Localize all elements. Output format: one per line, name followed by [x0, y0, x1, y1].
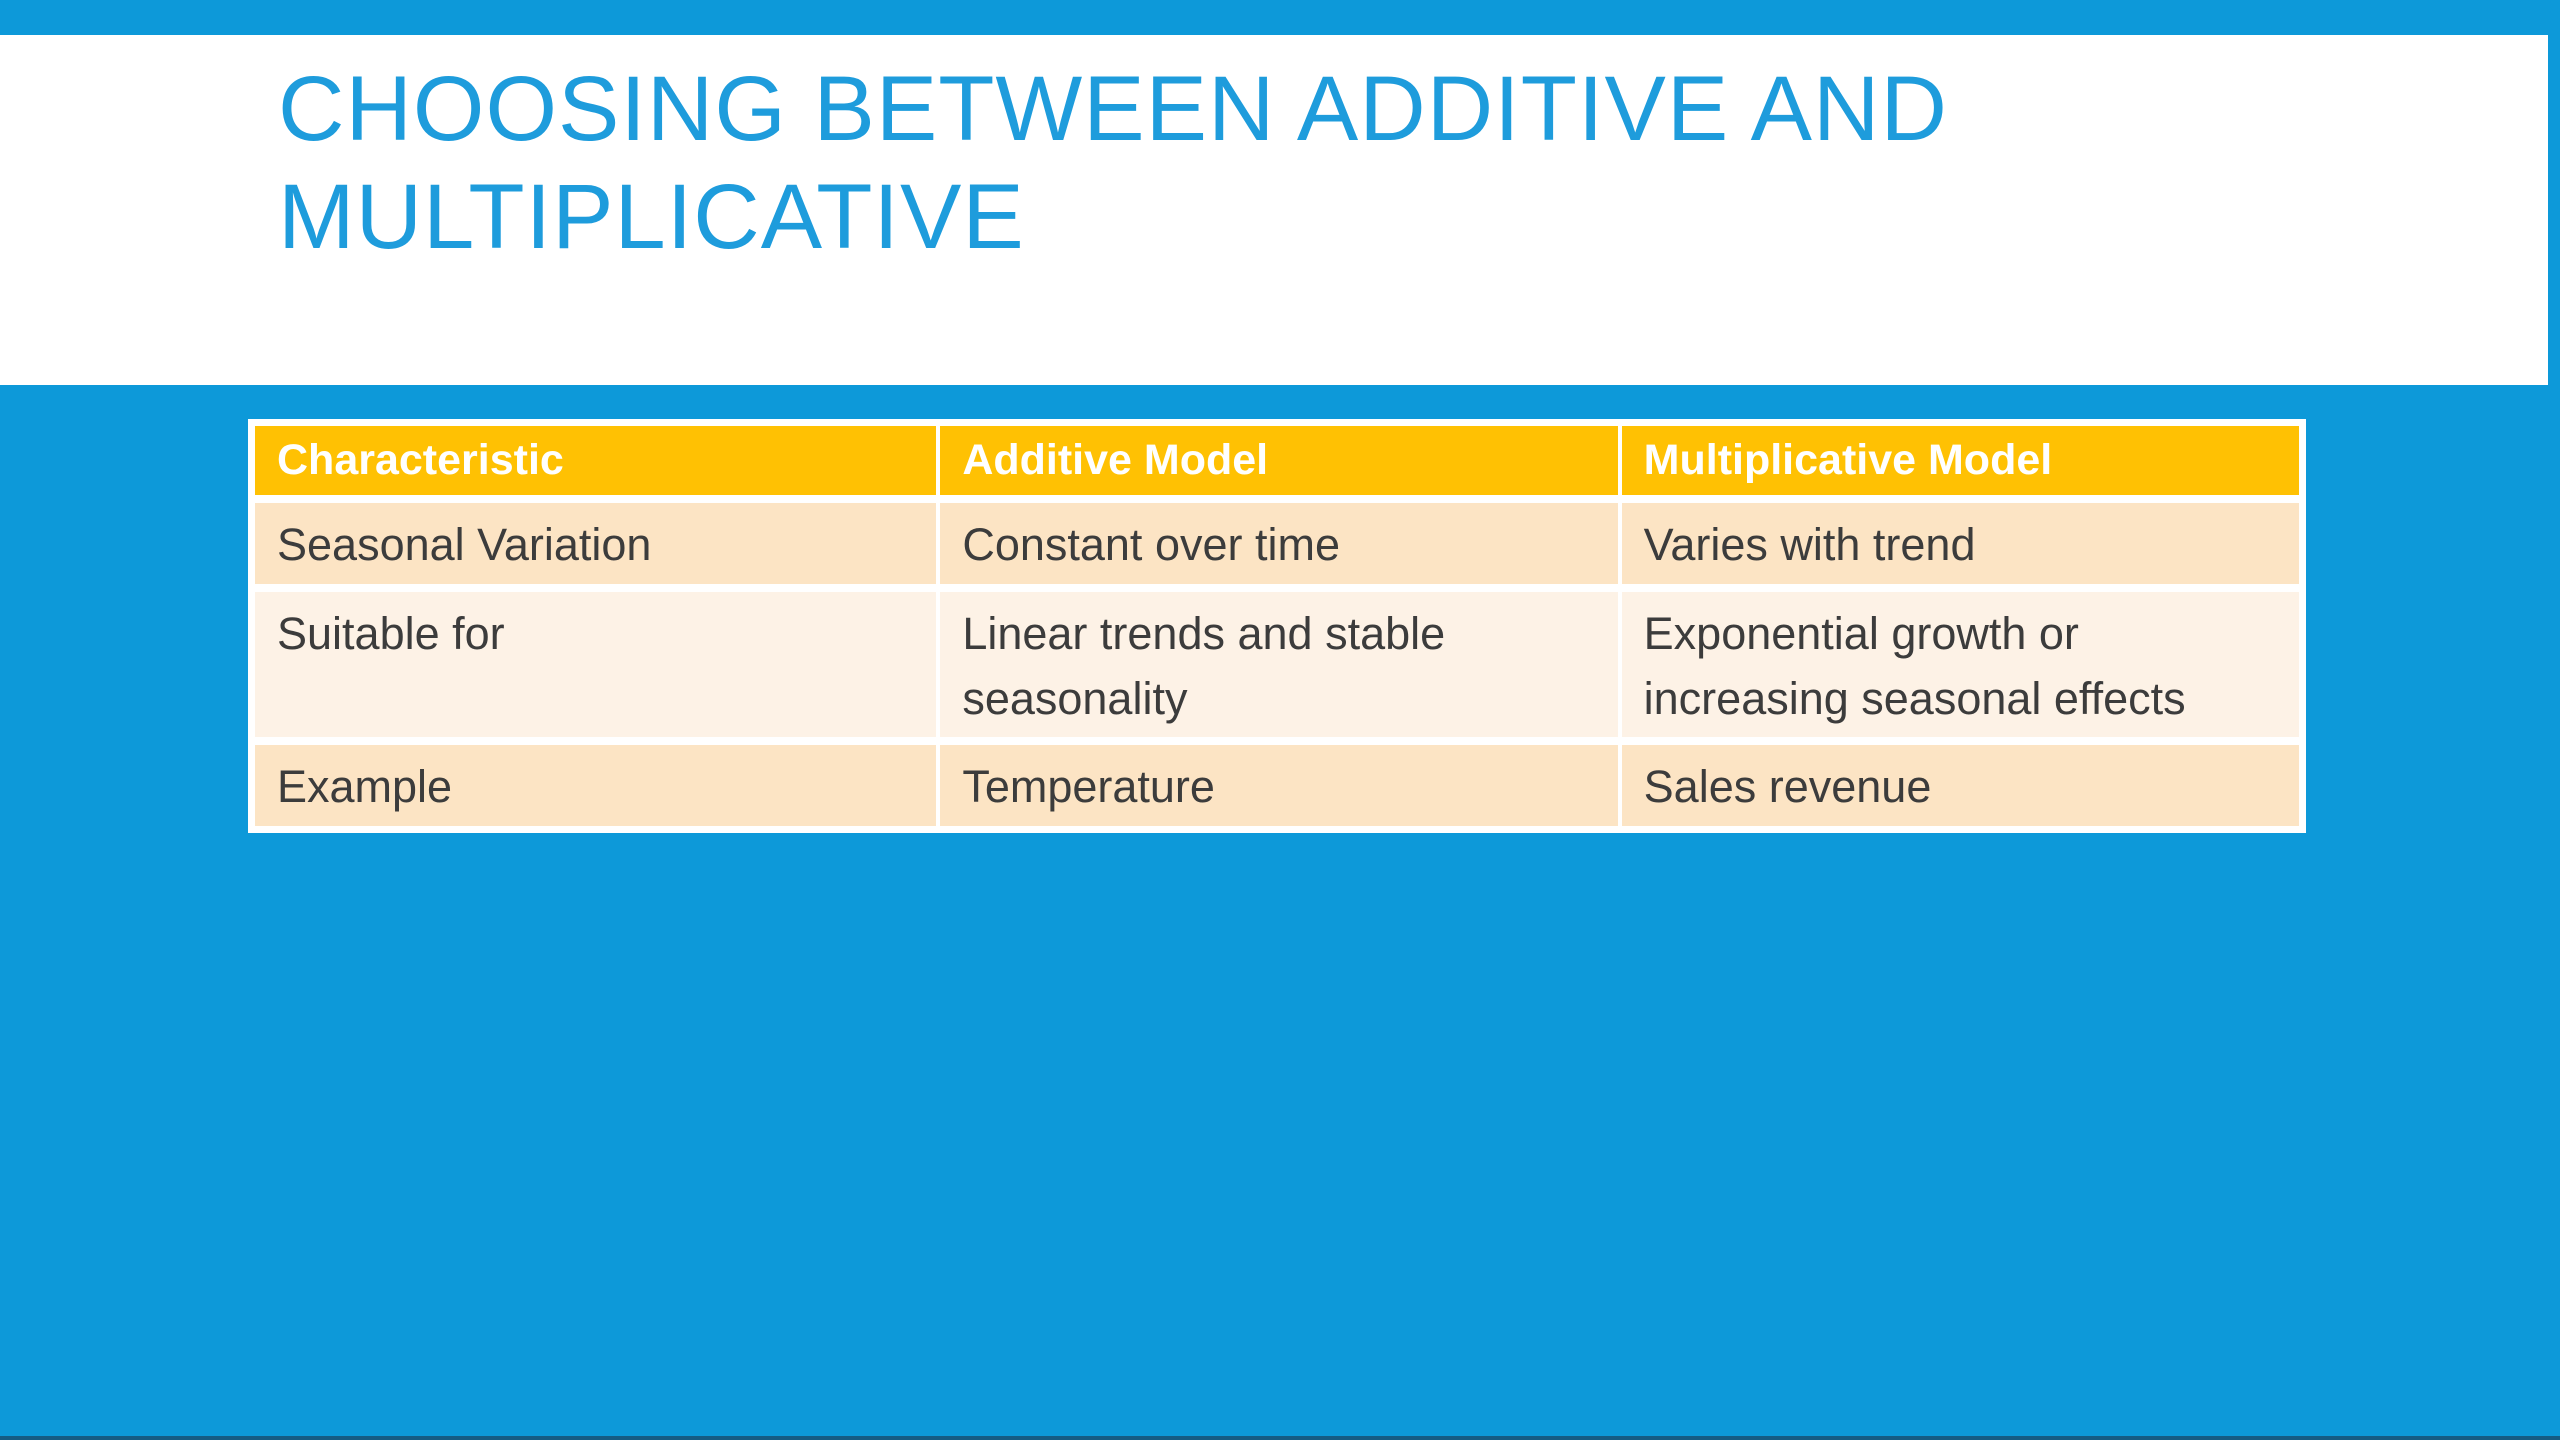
table-cell: Seasonal Variation	[255, 495, 937, 584]
table-cell: Linear trends and stable seasonality	[936, 583, 1618, 738]
table-row-example: Example Temperature Sales revenue	[255, 737, 2299, 827]
table-header-row: Characteristic Additive Model Multiplica…	[255, 426, 2299, 495]
header-cell-additive-model: Additive Model	[936, 426, 1618, 495]
comparison-table: Characteristic Additive Model Multiplica…	[255, 426, 2299, 827]
table-row-seasonal-variation: Seasonal Variation Constant over time Va…	[255, 495, 2299, 584]
table-cell: Sales revenue	[1617, 737, 2299, 827]
slide-title-line-1: CHOOSING BETWEEN ADDITIVE AND	[278, 58, 1948, 160]
bottom-edge-strip	[0, 1436, 2560, 1440]
table-row-suitable-for: Suitable for Linear trends and stable se…	[255, 583, 2299, 738]
table-cell: Example	[255, 737, 937, 827]
header-cell-multiplicative-model: Multiplicative Model	[1617, 426, 2299, 495]
header-cell-characteristic: Characteristic	[255, 426, 937, 495]
top-accent-bar	[0, 0, 2560, 35]
slide-title-line-2: MULTIPLICATIVE	[278, 166, 1025, 268]
table-cell: Exponential growth or increasing seasona…	[1617, 583, 2299, 738]
table-cell: Varies with trend	[1617, 495, 2299, 584]
table-cell: Suitable for	[255, 583, 937, 738]
table-cell: Constant over time	[936, 495, 1618, 584]
title-band: CHOOSING BETWEEN ADDITIVE AND MULTIPLICA…	[0, 35, 2548, 385]
comparison-table-wrapper: Characteristic Additive Model Multiplica…	[248, 419, 2306, 834]
table-cell: Temperature	[936, 737, 1618, 827]
slide-title: CHOOSING BETWEEN ADDITIVE AND MULTIPLICA…	[278, 55, 2378, 271]
